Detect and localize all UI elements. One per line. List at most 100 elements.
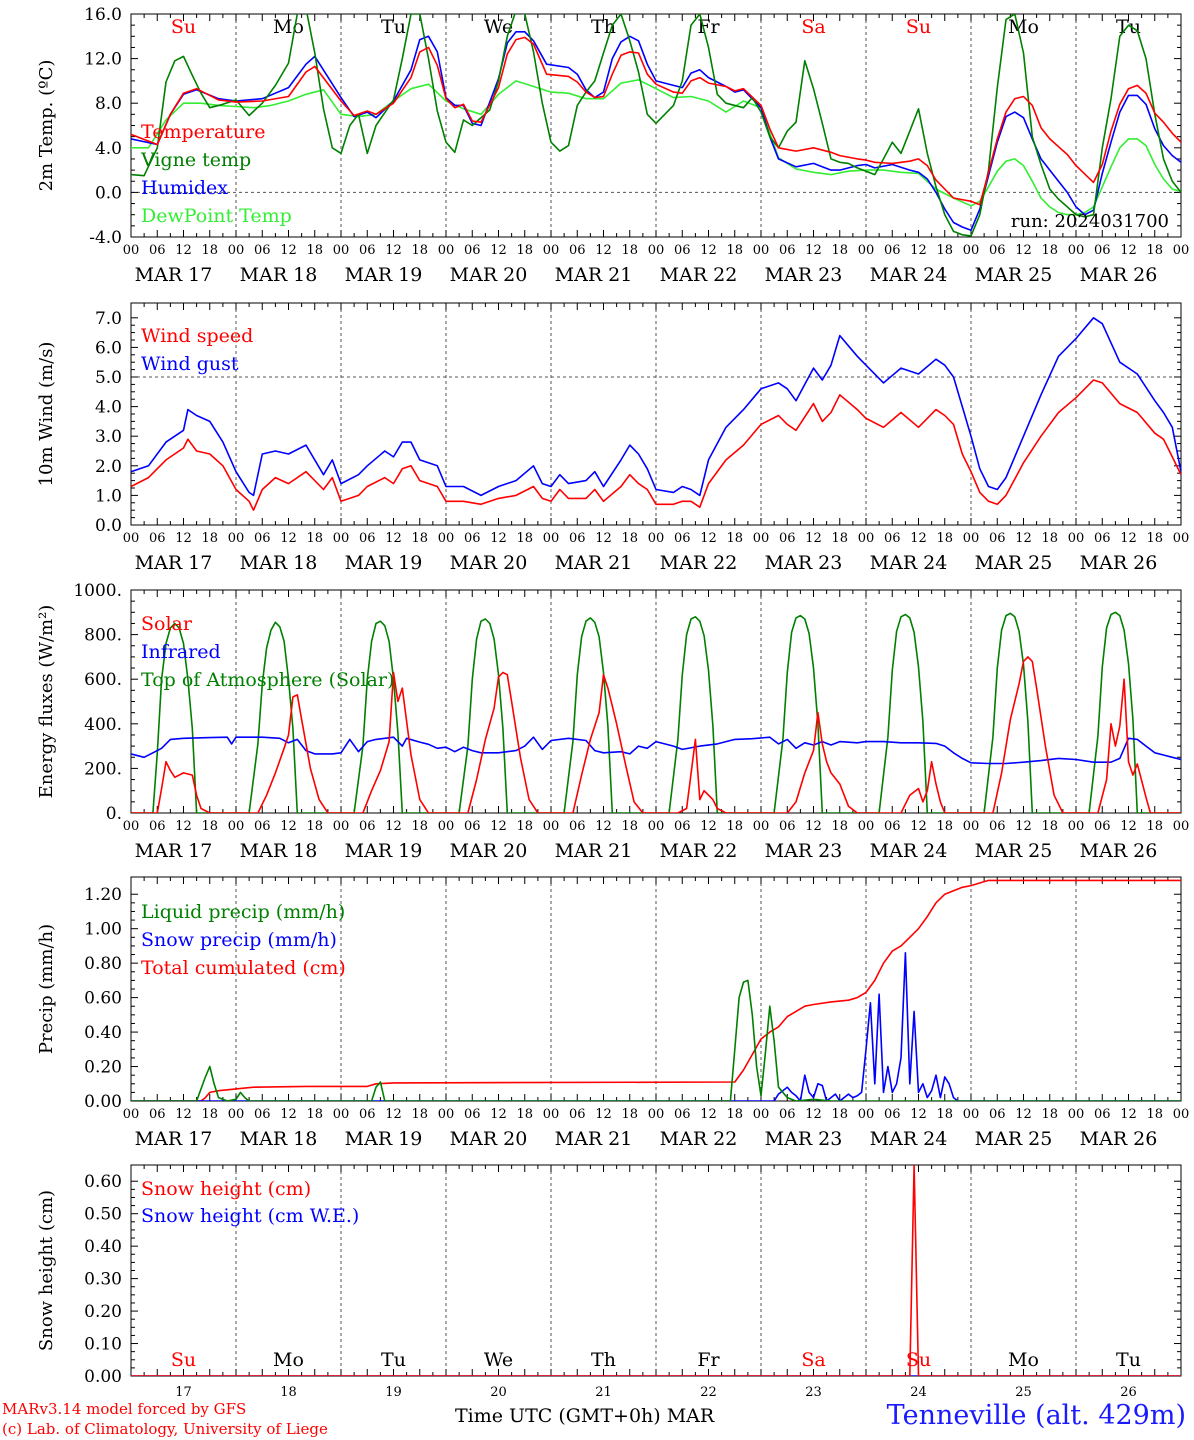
x-hour-label: 18 — [306, 531, 323, 546]
legend-entry-vigne-temp: Vigne temp — [140, 149, 251, 171]
x-hour-label: 18 — [936, 819, 953, 834]
x-hour-label: 18 — [1146, 243, 1163, 258]
x-hour-label: 18 — [411, 819, 428, 834]
x-hour-label: 00 — [1173, 1107, 1190, 1122]
x-hour-label: 00 — [333, 819, 350, 834]
x-hour-label: 18 — [831, 243, 848, 258]
x-hour-label: 12 — [1015, 243, 1032, 258]
x-hour-label: 18 — [726, 531, 743, 546]
y-tick-label: 0.50 — [84, 1205, 122, 1225]
weekday-label: Sa — [801, 16, 825, 38]
x-date-label: MAR 17 — [135, 552, 213, 574]
x-hour-label: 06 — [464, 531, 481, 546]
x-hour-label: 12 — [385, 1107, 402, 1122]
x-hour-label: 06 — [149, 243, 166, 258]
x-date-label: MAR 23 — [765, 552, 843, 574]
day-number-label: 21 — [595, 1385, 612, 1400]
x-hour-label: 06 — [464, 243, 481, 258]
x-hour-label: 06 — [254, 243, 271, 258]
y-axis-label: Snow height (cm) — [36, 1190, 57, 1351]
y-tick-label: 0.40 — [84, 1237, 122, 1257]
x-hour-label: 18 — [936, 243, 953, 258]
x-hour-label: 12 — [1120, 531, 1137, 546]
x-hour-label: 06 — [359, 531, 376, 546]
y-tick-label: 0.30 — [84, 1270, 122, 1290]
y-axis-label: 2m Temp. (ºC) — [36, 60, 57, 192]
legend-entry-solar: Solar — [141, 613, 193, 635]
x-hour-label: 00 — [648, 819, 665, 834]
x-hour-label: 18 — [726, 1107, 743, 1122]
x-hour-label: 12 — [1120, 243, 1137, 258]
x-date-label: MAR 23 — [765, 264, 843, 286]
y-tick-label: 16.0 — [84, 5, 122, 25]
model-credit-line-1: MARv3.14 model forced by GFS — [2, 1400, 247, 1418]
x-date-label: MAR 26 — [1080, 552, 1158, 574]
x-hour-label: 12 — [1120, 819, 1137, 834]
x-date-label: MAR 20 — [450, 840, 528, 862]
x-hour-label: 06 — [149, 1107, 166, 1122]
x-hour-label: 18 — [1041, 531, 1058, 546]
y-tick-label: 0.20 — [84, 1058, 122, 1078]
x-hour-label: 00 — [438, 1107, 455, 1122]
x-hour-label: 18 — [1146, 1107, 1163, 1122]
x-hour-label: 06 — [884, 1107, 901, 1122]
x-date-label: MAR 24 — [870, 264, 948, 286]
x-hour-label: 06 — [884, 819, 901, 834]
x-hour-label: 12 — [490, 531, 507, 546]
x-date-label: MAR 22 — [660, 264, 738, 286]
x-hour-label: 06 — [1094, 243, 1111, 258]
series-line-wind-gust — [131, 316, 1181, 497]
x-hour-label: 06 — [569, 819, 586, 834]
x-hour-label: 00 — [333, 531, 350, 546]
x-hour-label: 00 — [1068, 243, 1085, 258]
x-hour-label: 00 — [543, 531, 560, 546]
x-hour-label: 12 — [280, 1107, 297, 1122]
x-date-label: MAR 21 — [555, 840, 633, 862]
model-credit-line-2: (c) Lab. of Climatology, University of L… — [2, 1420, 328, 1438]
plot-frame — [130, 13, 1182, 238]
x-hour-label: 00 — [438, 819, 455, 834]
x-hour-label: 06 — [464, 1107, 481, 1122]
x-hour-label: 18 — [411, 243, 428, 258]
weekday-label: Tu — [1116, 16, 1141, 38]
x-hour-label: 18 — [621, 531, 638, 546]
series-line-infrared — [131, 736, 1181, 765]
x-hour-label: 18 — [411, 1107, 428, 1122]
x-hour-label: 06 — [254, 819, 271, 834]
weekday-label: We — [484, 16, 513, 38]
x-hour-label: 00 — [438, 243, 455, 258]
x-hour-label: 00 — [333, 1107, 350, 1122]
y-axis-label: 10m Wind (m/s) — [36, 342, 57, 487]
x-date-label: MAR 17 — [135, 264, 213, 286]
x-hour-label: 12 — [490, 243, 507, 258]
weekday-label: Su — [906, 16, 931, 38]
y-tick-label: 400. — [84, 715, 122, 735]
day-number-label: 26 — [1120, 1385, 1137, 1400]
x-hour-label: 18 — [726, 243, 743, 258]
series-line-wind-speed — [131, 379, 1181, 512]
x-hour-label: 18 — [1146, 531, 1163, 546]
x-hour-label: 00 — [858, 819, 875, 834]
x-date-label: MAR 22 — [660, 840, 738, 862]
y-tick-label: 5.0 — [95, 368, 122, 388]
weekday-label: Tu — [381, 1349, 406, 1371]
x-hour-label: 06 — [254, 1107, 271, 1122]
x-hour-label: 00 — [1173, 243, 1190, 258]
legend-entry-top-of-atmosphere-solar: Top of Atmosphere (Solar) — [141, 669, 394, 691]
x-hour-label: 12 — [280, 243, 297, 258]
y-tick-label: 800. — [84, 626, 122, 646]
legend-entry-snow-height-cm-w-e: Snow height (cm W.E.) — [141, 1205, 359, 1227]
x-hour-label: 18 — [201, 531, 218, 546]
x-hour-label: 06 — [674, 243, 691, 258]
weekday-label: Sa — [801, 1349, 825, 1371]
x-hour-label: 06 — [464, 819, 481, 834]
series-line-temperature — [131, 36, 1181, 206]
x-hour-label: 06 — [569, 243, 586, 258]
day-number-label: 25 — [1015, 1385, 1032, 1400]
y-tick-label: 4.0 — [95, 139, 122, 159]
legend-entry-infrared: Infrared — [141, 641, 221, 663]
weekday-label: Tu — [381, 16, 406, 38]
station-name: Tenneville (alt. 429m) — [886, 1400, 1186, 1431]
y-tick-label: 0.0 — [95, 516, 122, 536]
x-hour-label: 06 — [674, 819, 691, 834]
